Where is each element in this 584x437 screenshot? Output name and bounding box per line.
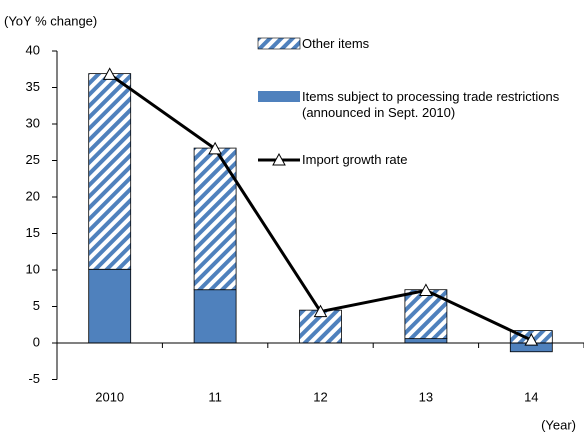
line-marker bbox=[208, 141, 222, 155]
x-tick-label: 2010 bbox=[95, 389, 124, 404]
y-tick-label: 35 bbox=[26, 79, 40, 94]
x-tick-label: 13 bbox=[419, 389, 433, 404]
legend-marker bbox=[272, 152, 286, 166]
line-marker bbox=[524, 333, 539, 346]
x-tick-label: 14 bbox=[524, 389, 538, 404]
y-tick-label: 15 bbox=[26, 225, 40, 240]
y-axis-title: (YoY % change) bbox=[4, 13, 97, 28]
legend-swatch bbox=[258, 91, 300, 102]
y-tick-label: 20 bbox=[26, 188, 40, 203]
line-marker bbox=[313, 304, 328, 318]
legend-label: Import growth rate bbox=[302, 152, 408, 167]
y-tick-label: 10 bbox=[26, 261, 40, 276]
bar-segment bbox=[88, 268, 132, 344]
line-marker bbox=[102, 67, 117, 80]
legend-label: Items subject to processing trade restri… bbox=[302, 89, 560, 120]
legend-label: Other items bbox=[302, 36, 370, 51]
x-tick-label: 11 bbox=[208, 389, 222, 404]
y-tick-label: 0 bbox=[33, 334, 40, 349]
y-tick-label: -5 bbox=[28, 371, 40, 386]
x-tick-label: 12 bbox=[313, 389, 327, 404]
bar-segment bbox=[193, 289, 237, 344]
line-marker bbox=[419, 283, 433, 296]
legend-swatch bbox=[257, 37, 301, 50]
x-axis-title: (Year) bbox=[541, 417, 576, 432]
y-tick-label: 40 bbox=[26, 42, 40, 57]
y-tick-label: 5 bbox=[33, 298, 40, 313]
y-tick-label: 25 bbox=[26, 152, 40, 167]
y-tick-label: 30 bbox=[26, 115, 40, 130]
bar-segment bbox=[88, 73, 132, 270]
bar-segment bbox=[404, 338, 448, 344]
